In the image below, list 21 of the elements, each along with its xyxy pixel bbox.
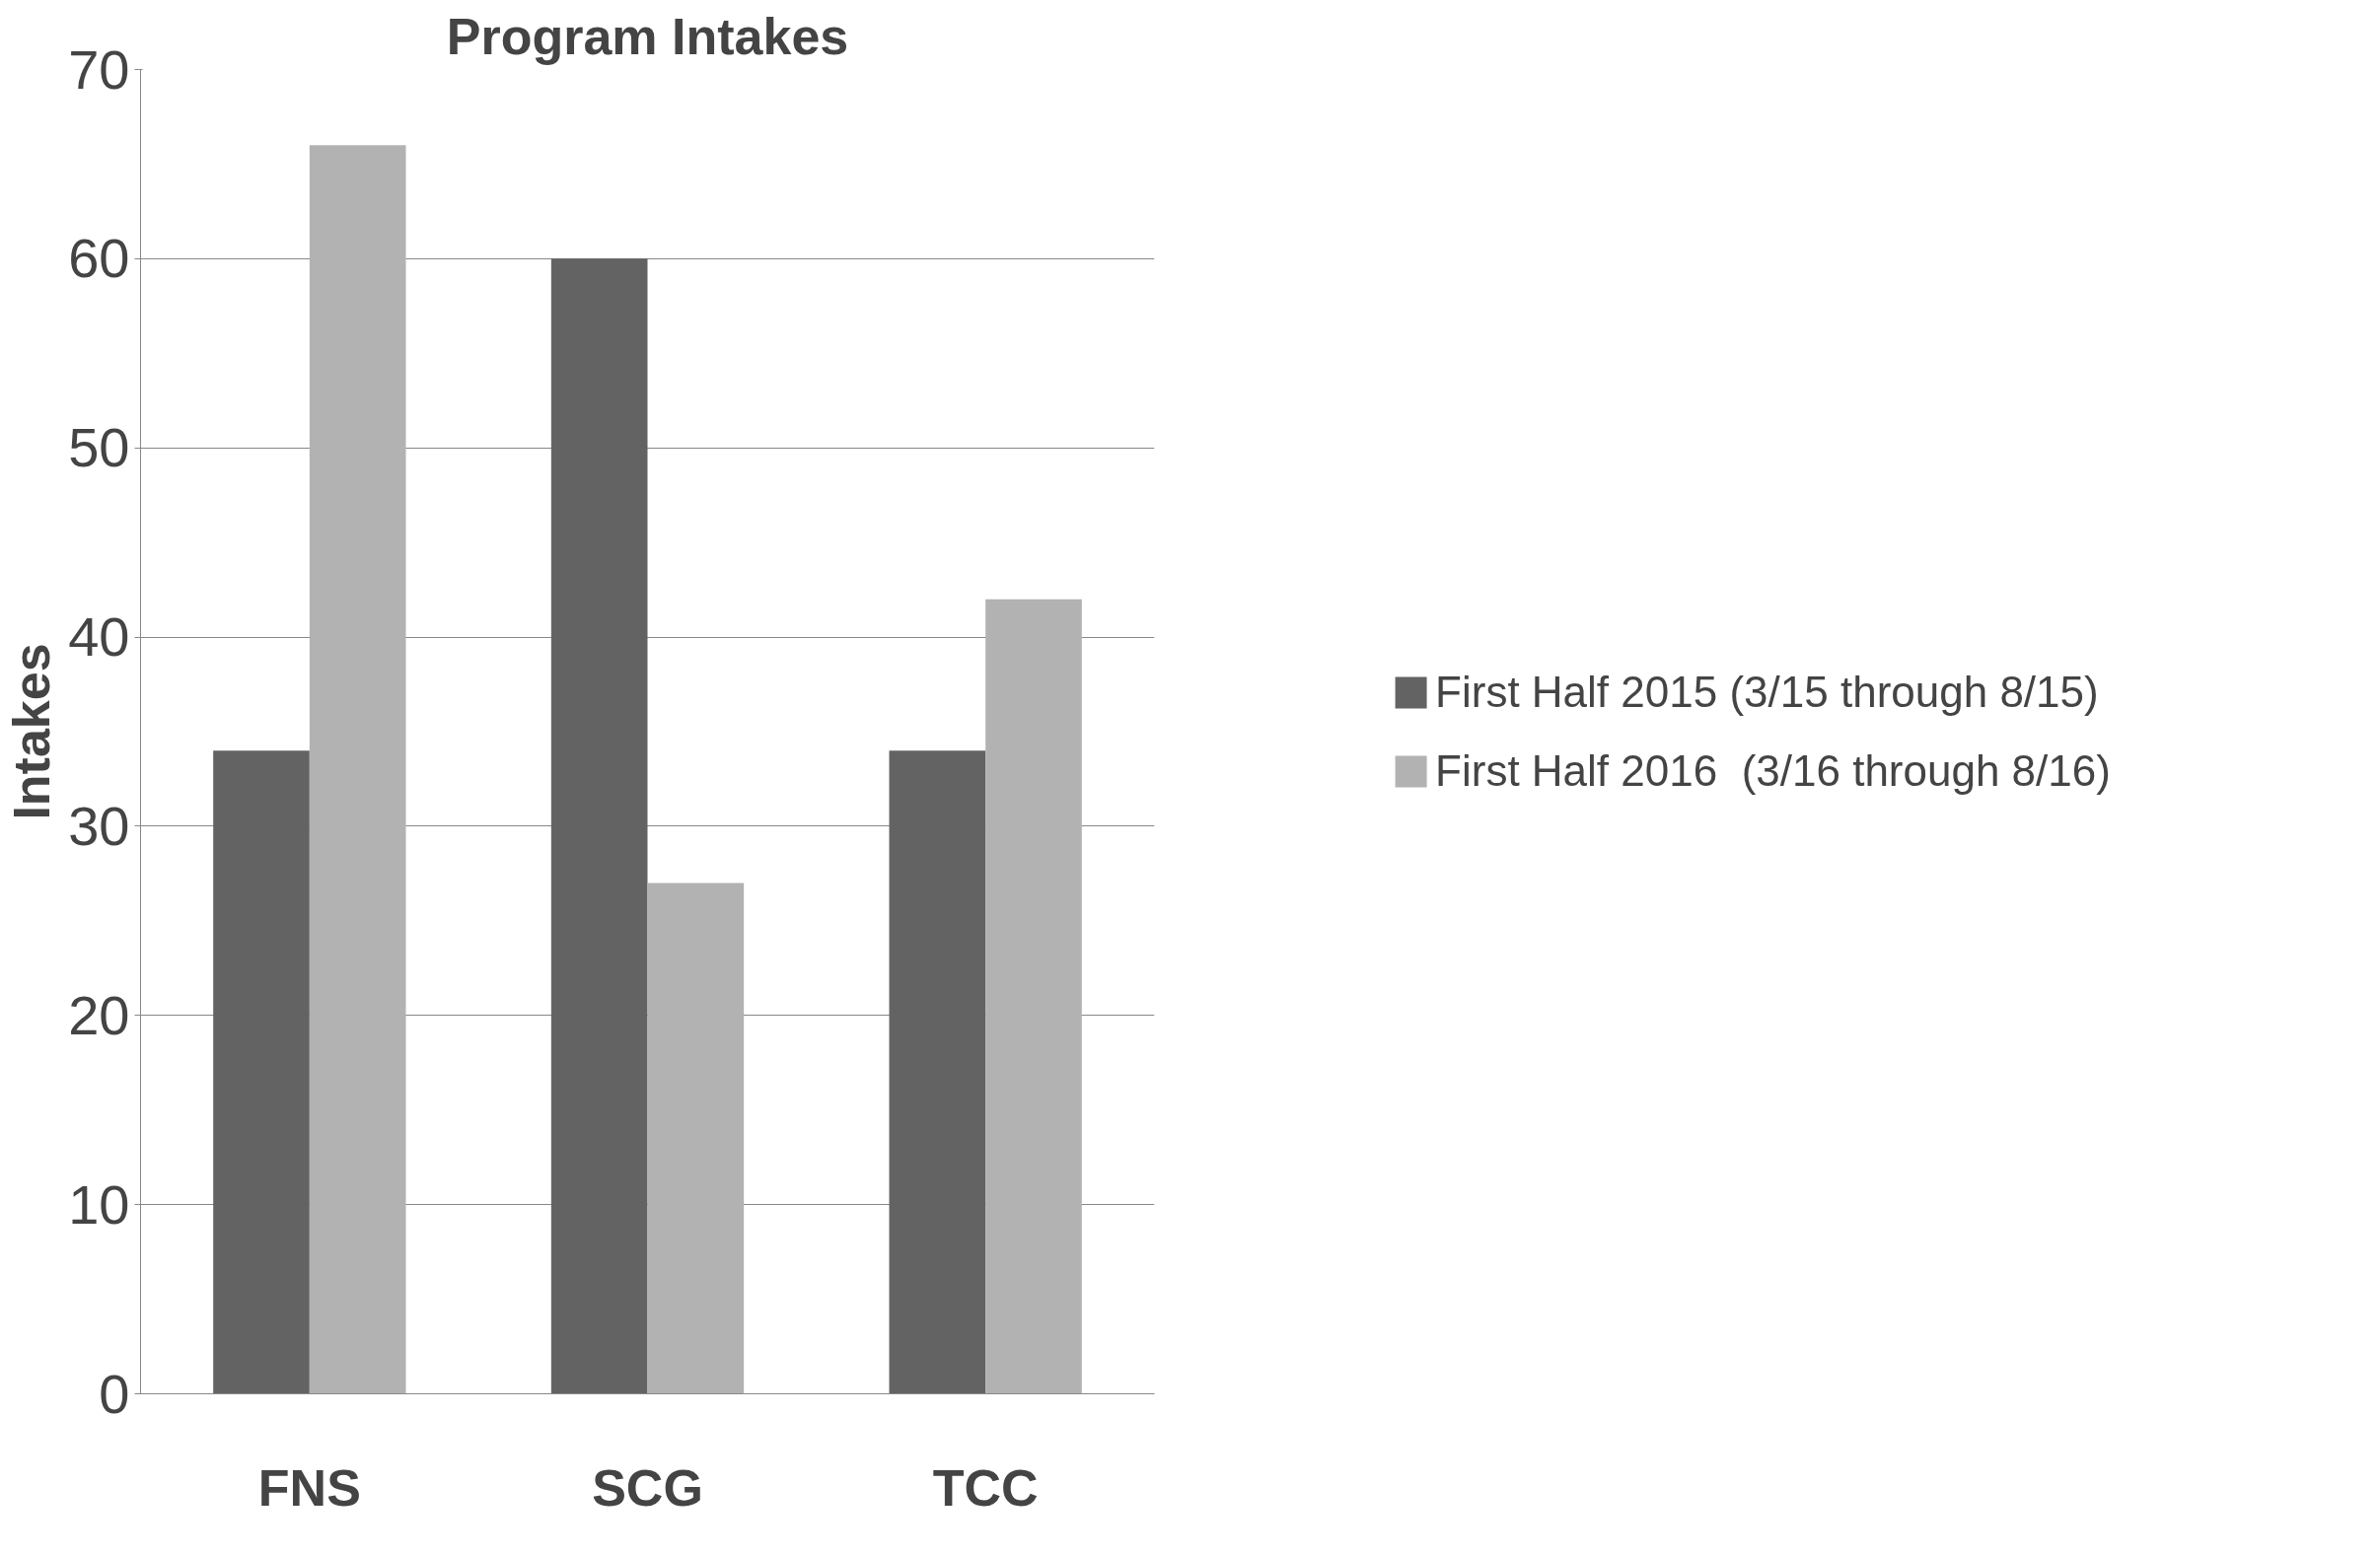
- bar: [985, 599, 1082, 1394]
- chart-title: Program Intakes: [446, 7, 849, 65]
- y-axis-title: Intakes: [3, 643, 61, 820]
- y-tick-label: 20: [68, 983, 130, 1046]
- y-tick-label: 70: [68, 37, 130, 101]
- bar: [889, 750, 986, 1394]
- y-tick-label: 40: [68, 605, 130, 669]
- y-tick-label: 50: [68, 416, 130, 479]
- x-tick-label: FNS: [257, 1458, 361, 1517]
- y-tick-label: 0: [99, 1362, 130, 1425]
- bar: [550, 258, 648, 1394]
- legend-label: First Half 2015 (3/15 through 8/15): [1435, 667, 2099, 717]
- bar: [647, 883, 745, 1394]
- y-tick-label: 60: [68, 227, 130, 290]
- legend-label: First Half 2016 (3/16 through 8/16): [1435, 745, 2111, 796]
- y-tick-label: 10: [68, 1172, 130, 1236]
- x-tick-label: SCG: [592, 1458, 703, 1517]
- x-tick-label: TCC: [932, 1458, 1039, 1517]
- y-tick-label: 30: [68, 794, 130, 857]
- bar: [309, 145, 406, 1394]
- bar: [213, 750, 310, 1394]
